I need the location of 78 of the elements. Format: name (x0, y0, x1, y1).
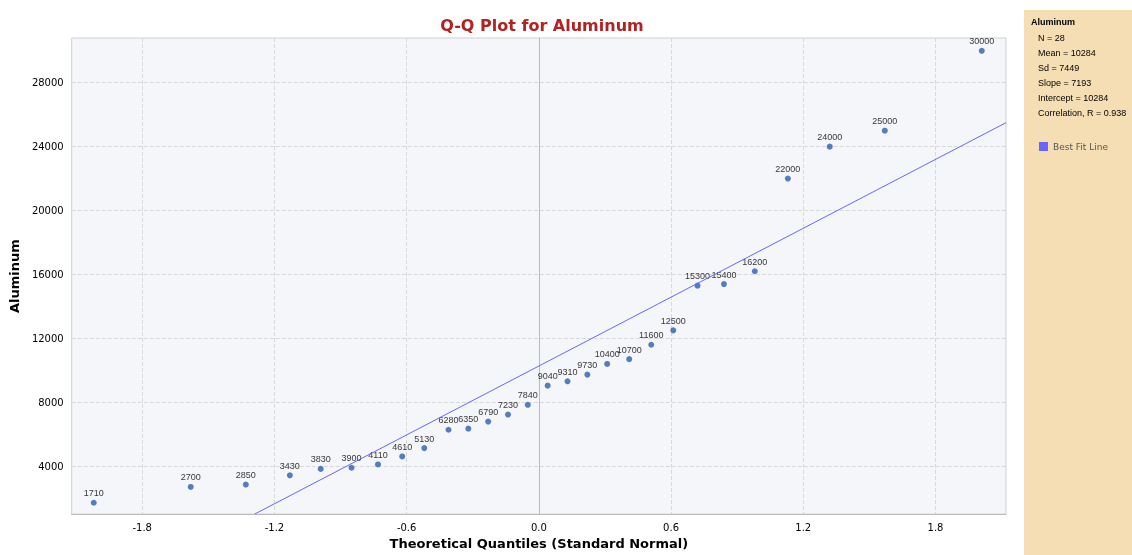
x-tick-label: -1.2 (264, 521, 285, 533)
point (604, 360, 611, 367)
point (626, 356, 633, 363)
y-tick-label: 28000 (31, 77, 64, 89)
point (317, 465, 324, 472)
y-axis-title: Aluminum (7, 239, 22, 313)
y-tick-label: 16000 (31, 268, 64, 280)
data-label: 3830 (310, 454, 331, 465)
point (242, 481, 249, 488)
point (751, 268, 758, 275)
data-label: 6280 (438, 415, 459, 426)
chart-title: Q-Q Plot for Aluminum (440, 15, 644, 35)
data-label: 24000 (817, 132, 843, 143)
data-label: 1710 (83, 488, 104, 499)
x-tick-label: 0.6 (663, 521, 680, 533)
data-label: 6350 (458, 414, 479, 425)
y-tick-label: 12000 (31, 332, 64, 344)
text: Slope = 7193 (1038, 77, 1092, 88)
point (826, 143, 833, 150)
point (286, 472, 293, 479)
point (90, 499, 97, 506)
data-label: 2850 (235, 470, 256, 481)
data-label: 4610 (392, 441, 413, 452)
point (720, 281, 727, 288)
point (670, 327, 677, 334)
point (544, 382, 551, 389)
point (978, 47, 985, 54)
x-tick-label: 1.8 (927, 521, 944, 533)
point (421, 445, 428, 452)
point (399, 453, 406, 460)
point (348, 464, 355, 471)
point (187, 483, 194, 490)
y-tick-label: 20000 (31, 205, 64, 217)
point (465, 425, 472, 432)
legend-title: Aluminum (1031, 16, 1075, 27)
data-label: 7840 (517, 390, 538, 401)
point (485, 418, 492, 425)
data-label: 22000 (775, 164, 801, 175)
text: Intercept = 10284 (1038, 92, 1109, 103)
data-label: 3430 (279, 460, 300, 471)
point (375, 461, 381, 468)
data-label: 9040 (537, 371, 558, 382)
text: N = 28 (1038, 32, 1065, 43)
point (784, 175, 791, 182)
data-label: 11600 (639, 330, 664, 341)
point (524, 401, 531, 408)
y-tick-label: 4000 (38, 460, 64, 472)
text: Sd = 7449 (1038, 62, 1080, 73)
point (584, 371, 591, 378)
point (648, 341, 655, 348)
point (445, 426, 452, 433)
legend-label: Best Fit Line (1053, 141, 1109, 152)
data-label: 15300 (684, 271, 711, 282)
x-axis-title: Theoretical Quantiles (Standard Normal) (389, 536, 689, 551)
data-label: 7230 (497, 400, 519, 411)
point (505, 411, 512, 418)
data-label: 5130 (414, 433, 435, 444)
data-label: 9730 (577, 360, 598, 371)
text: Mean = 10284 (1038, 47, 1096, 58)
data-label: 25000 (872, 116, 898, 127)
data-label: 15400 (711, 269, 737, 280)
y-tick-label: 8000 (38, 396, 64, 408)
data-label: 2700 (180, 472, 201, 483)
x-tick-label: -0.6 (396, 521, 417, 533)
data-label: 9310 (557, 366, 578, 377)
data-label: 6790 (478, 407, 499, 418)
x-tick-label: 1.2 (795, 521, 812, 533)
data-label: 4110 (368, 449, 388, 460)
text: Correlation, R = 0.938 (1038, 107, 1127, 118)
data-label: 3900 (341, 453, 362, 464)
data-label: 30000 (969, 36, 995, 47)
data-label: 10400 (594, 349, 620, 360)
x-tick-label: -1.8 (132, 521, 152, 533)
data-label: 16200 (742, 256, 768, 267)
point (881, 127, 888, 134)
x-tick-label: 0.0 (530, 521, 547, 533)
data-label: 12500 (660, 315, 686, 326)
y-tick-label: 24000 (31, 141, 64, 153)
